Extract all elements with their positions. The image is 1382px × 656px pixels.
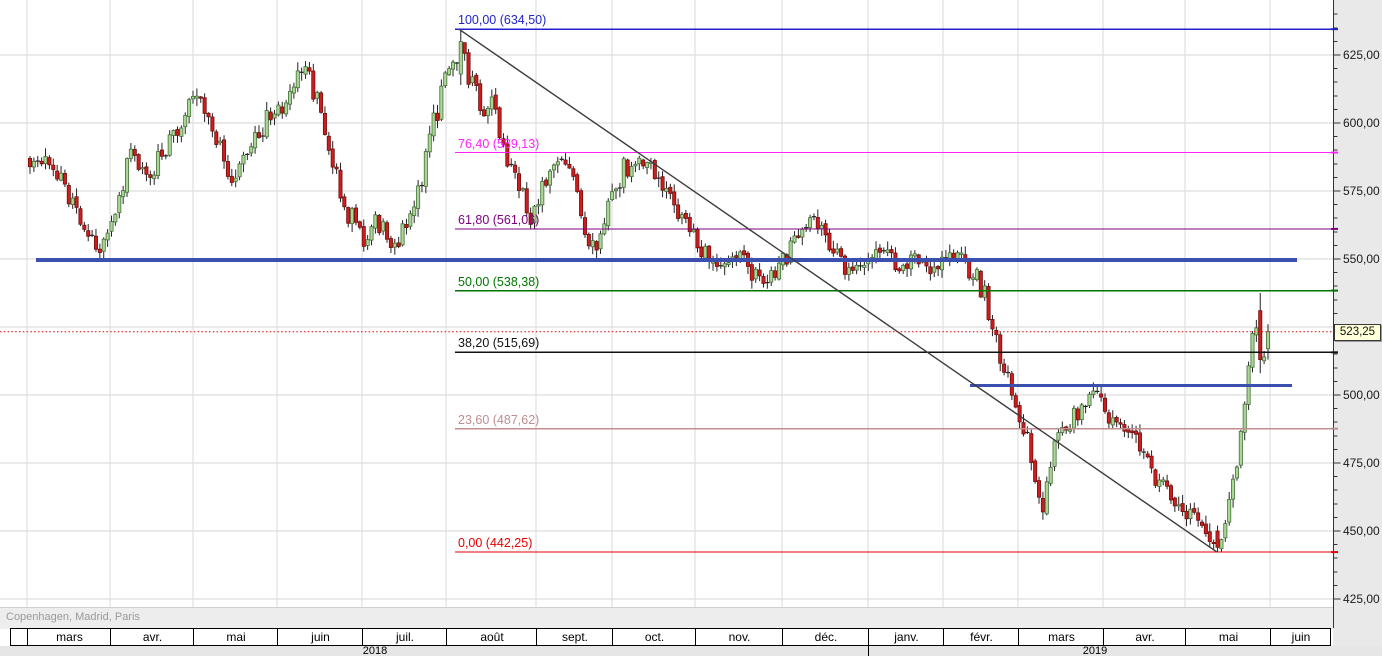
year-label-2018: 2018 bbox=[362, 645, 388, 656]
source-strip bbox=[0, 607, 1333, 629]
month-axis: mars avr. mai juin juil. août sept. oct. nov. déc… bbox=[10, 628, 1331, 646]
month-cell-mai: mai bbox=[1185, 629, 1271, 645]
fib-level-label: 61,80 (561,06) bbox=[458, 212, 540, 227]
month-cell-oct: oct. bbox=[612, 629, 696, 645]
month-cell-janv: janv. bbox=[868, 629, 944, 645]
price-tick-label: 500,00 bbox=[1343, 388, 1380, 402]
price-tick-label: 550,00 bbox=[1343, 252, 1380, 266]
price-tick-label: 425,00 bbox=[1343, 592, 1380, 606]
fibonacci-lines bbox=[455, 28, 1333, 553]
price-tick-label: 450,00 bbox=[1343, 524, 1380, 538]
price-tick-label: 625,00 bbox=[1343, 48, 1380, 62]
month-cell-mai: mai bbox=[193, 629, 278, 645]
month-cell-avr: avr. bbox=[110, 629, 194, 645]
last-price-value: 523,25 bbox=[1339, 325, 1376, 338]
price-tick-label: 575,00 bbox=[1343, 184, 1380, 198]
downtrend-line[interactable] bbox=[458, 28, 1218, 553]
candlestick-series bbox=[27, 29, 1271, 553]
fib-level-label: 50,00 (538,38) bbox=[458, 274, 540, 289]
month-cell-juin: juin bbox=[277, 629, 363, 645]
month-cell-sept: sept. bbox=[536, 629, 613, 645]
fib-level-label: 23,60 (487,62) bbox=[458, 412, 540, 427]
fib-level-label: 76,40 (589,13) bbox=[458, 136, 540, 151]
month-cell-avr: avr. bbox=[1103, 629, 1186, 645]
fib-level-label: 100,00 (634,50) bbox=[458, 13, 547, 28]
fib-level-label: 38,20 (515,69) bbox=[458, 336, 540, 351]
month-cell-mars: mars bbox=[1018, 629, 1104, 645]
month-cell-févr: févr. bbox=[943, 629, 1019, 645]
support-lines bbox=[36, 258, 1297, 387]
month-cell-juin: juin bbox=[1270, 629, 1331, 645]
fib-level-label: 0,00 (442,25) bbox=[458, 536, 533, 551]
last-price-tag: 523,25 bbox=[1334, 323, 1381, 341]
year-separator bbox=[868, 628, 869, 656]
plot-background bbox=[0, 0, 1333, 607]
month-cell-empty bbox=[10, 629, 28, 645]
year-label-2019: 2019 bbox=[1082, 645, 1108, 656]
month-cell-nov: nov. bbox=[695, 629, 783, 645]
month-cell-août: août bbox=[446, 629, 537, 645]
month-cell-déc: déc. bbox=[782, 629, 869, 645]
price-tick-label: 475,00 bbox=[1343, 456, 1380, 470]
month-cell-mars: mars bbox=[27, 629, 111, 645]
month-cell-juil: juil. bbox=[362, 629, 447, 645]
year-axis bbox=[0, 646, 1382, 656]
price-axis bbox=[1331, 0, 1341, 628]
source-note: Copenhagen, Madrid, Paris bbox=[6, 611, 140, 623]
price-tick-label: 600,00 bbox=[1343, 116, 1380, 130]
